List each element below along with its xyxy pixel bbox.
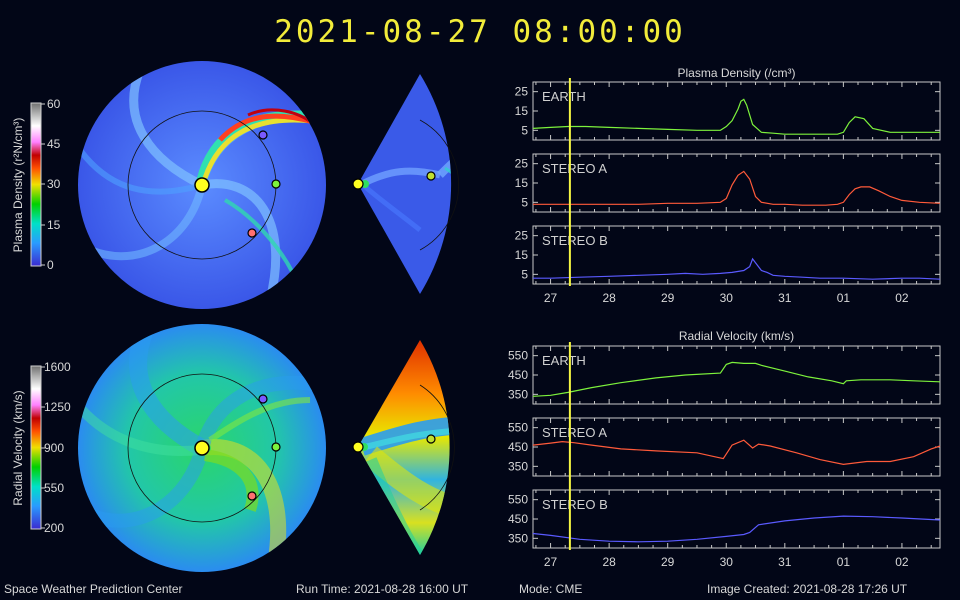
series-line-stereo-b	[532, 515, 941, 543]
velocity-colorbar-tick: 550	[44, 481, 64, 495]
series-label: STEREO B	[542, 233, 608, 248]
y-tick-label: 5	[521, 267, 528, 281]
y-tick-label: 450	[508, 440, 528, 454]
y-tick-label: 550	[508, 493, 528, 507]
density-colorbar-tick: 15	[47, 218, 61, 232]
footer-center-name: Space Weather Prediction Center	[4, 582, 183, 596]
density-meridional-wedge	[352, 74, 459, 294]
y-tick-label: 25	[515, 85, 529, 99]
velocity-polar-map	[78, 324, 326, 572]
stereo-b-marker	[258, 394, 268, 404]
x-tick-label: 28	[602, 555, 616, 569]
density-colorbar-label: Plasma Density (r²N/cm³)	[11, 118, 25, 253]
time-series-charts: Plasma Density (/cm³) 25 15 5 EARTH 25 15 5 STER…	[508, 66, 941, 569]
velocity-colorbar-label: Radial Velocity (km/s)	[11, 390, 25, 505]
y-tick-label: 15	[515, 104, 529, 118]
y-tick-label: 15	[515, 176, 529, 190]
series-label: STEREO B	[542, 497, 608, 512]
series-line-stereo-a	[533, 170, 941, 206]
series-label: STEREO A	[542, 161, 607, 176]
footer-mode: Mode: CME	[519, 582, 583, 596]
chart-group-0: Plasma Density (/cm³) 25 15 5 EARTH 25 15 5 STER…	[515, 66, 941, 305]
chart-group-1: Radial Velocity (km/s) 550 450 350 EARTH 550 4…	[508, 329, 941, 569]
y-tick-label: 350	[508, 531, 528, 545]
earth-marker-wedge	[426, 171, 436, 181]
y-tick-label: 25	[515, 157, 529, 171]
stereo-b-marker	[258, 130, 268, 140]
y-tick-label: 550	[508, 421, 528, 435]
y-tick-label: 5	[521, 123, 528, 137]
velocity-colorbar-tick: 1600	[44, 360, 71, 374]
x-tick-label: 27	[544, 555, 558, 569]
earth-marker-wedge	[426, 434, 436, 444]
velocity-colorbar-tick: 200	[44, 521, 64, 535]
y-tick-label: 5	[521, 195, 528, 209]
y-tick-label: 25	[515, 229, 529, 243]
velocity-colorbar: 1600 1250 900 550 200 Radial Velocity (k…	[11, 360, 71, 535]
x-tick-label: 31	[778, 291, 792, 305]
panel-frame	[532, 345, 941, 405]
x-tick-label: 02	[895, 555, 909, 569]
velocity-colorbar-tick: 900	[44, 441, 64, 455]
series-label: EARTH	[542, 353, 586, 368]
y-tick-label: 15	[515, 248, 529, 262]
earth-marker	[271, 179, 281, 189]
series-line-earth	[532, 98, 940, 135]
series-label: EARTH	[542, 89, 586, 104]
x-tick-label: 30	[720, 291, 734, 305]
y-tick-label: 450	[508, 512, 528, 526]
x-tick-label: 01	[837, 555, 851, 569]
stereo-a-marker	[247, 228, 257, 238]
x-tick-label: 02	[895, 291, 909, 305]
chart-title: Plasma Density (/cm³)	[677, 66, 795, 80]
y-tick-label: 550	[508, 349, 528, 363]
density-colorbar: 60 45 30 15 0 Plasma Density (r²N/cm³)	[11, 97, 61, 272]
density-polar-map	[78, 61, 326, 309]
y-tick-label: 350	[508, 387, 528, 401]
velocity-meridional-wedge	[352, 340, 455, 555]
x-tick-label: 28	[602, 291, 616, 305]
y-tick-label: 350	[508, 459, 528, 473]
density-colorbar-tick: 30	[47, 177, 61, 191]
velocity-colorbar-tick: 1250	[44, 400, 71, 414]
earth-marker	[271, 442, 281, 452]
footer-image-created: Image Created: 2021-08-28 17:26 UT	[707, 582, 908, 596]
x-tick-label: 30	[720, 555, 734, 569]
density-colorbar-tick: 0	[47, 258, 54, 272]
series-line-stereo-a	[532, 439, 941, 466]
stereo-a-marker	[247, 491, 257, 501]
x-tick-label: 27	[544, 291, 558, 305]
series-line-stereo-b	[533, 257, 941, 280]
x-tick-label: 29	[661, 291, 675, 305]
series-line-earth	[532, 361, 941, 397]
x-tick-label: 01	[837, 291, 851, 305]
chart-title: Radial Velocity (km/s)	[679, 329, 794, 343]
density-colorbar-tick: 45	[47, 137, 61, 151]
footer-run-time: Run Time: 2021-08-28 16:00 UT	[296, 582, 469, 596]
density-colorbar-tick: 60	[47, 97, 61, 111]
x-tick-label: 31	[778, 555, 792, 569]
timestamp-title: 2021-08-27 08:00:00	[274, 14, 686, 50]
x-tick-label: 29	[661, 555, 675, 569]
y-tick-label: 450	[508, 368, 528, 382]
series-label: STEREO A	[542, 425, 607, 440]
